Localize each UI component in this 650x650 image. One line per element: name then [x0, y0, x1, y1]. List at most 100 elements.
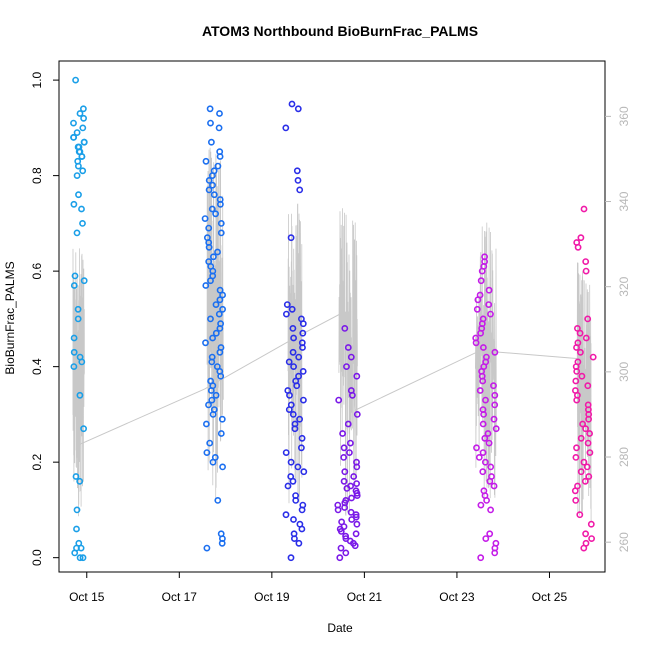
data-point	[477, 554, 485, 562]
data-point	[290, 535, 298, 542]
data-point	[282, 449, 290, 456]
data-point	[73, 172, 81, 179]
data-point	[293, 167, 301, 175]
data-point	[491, 549, 499, 557]
y2-tick-label: 280	[617, 447, 631, 467]
data-point	[207, 138, 215, 146]
data-point	[572, 377, 580, 385]
data-point	[490, 382, 497, 390]
data-point	[205, 401, 212, 409]
data-point	[352, 530, 360, 538]
data-point	[348, 516, 356, 523]
data-point	[580, 205, 588, 213]
co2-line-layer	[72, 147, 592, 522]
data-point	[287, 554, 295, 562]
data-point	[70, 200, 78, 208]
data-point	[584, 382, 592, 390]
data-point	[219, 463, 226, 471]
data-point	[216, 153, 224, 160]
data-point	[290, 334, 297, 342]
data-point	[583, 463, 591, 471]
data-point	[208, 396, 216, 404]
data-point	[582, 267, 590, 275]
data-point	[473, 305, 481, 313]
data-point	[289, 324, 297, 332]
data-point	[472, 339, 480, 347]
data-point	[487, 506, 494, 514]
data-point	[586, 430, 593, 437]
x-tick-label: Oct 19	[254, 590, 290, 604]
data-point	[341, 468, 349, 476]
data-point	[282, 511, 290, 519]
data-point	[299, 396, 307, 404]
data-point	[582, 425, 589, 433]
data-point	[572, 496, 580, 504]
data-point	[574, 324, 581, 332]
data-point	[576, 329, 584, 337]
data-point	[296, 415, 303, 423]
data-point	[75, 191, 82, 199]
data-point	[299, 320, 307, 328]
data-point	[347, 353, 355, 361]
data-point	[482, 535, 490, 542]
data-point	[571, 487, 579, 495]
data-point	[483, 496, 490, 504]
data-point	[585, 473, 593, 480]
data-point	[290, 516, 297, 523]
data-point	[207, 119, 214, 127]
data-point	[353, 480, 360, 487]
data-point	[573, 344, 580, 351]
data-point	[216, 296, 224, 304]
data-point	[344, 344, 352, 351]
data-point	[210, 191, 218, 199]
data-point	[344, 420, 352, 428]
data-point	[578, 372, 586, 380]
data-point	[337, 544, 345, 552]
data-point	[205, 186, 213, 194]
x-tick-label: Oct 25	[532, 590, 568, 604]
data-point	[282, 124, 290, 132]
data-point	[215, 124, 223, 132]
data-point	[71, 272, 79, 280]
data-point	[212, 391, 220, 399]
data-point	[218, 415, 226, 423]
data-point	[295, 353, 303, 361]
data-point	[485, 286, 493, 294]
x-tick-label: Oct 21	[347, 590, 383, 604]
data-point	[291, 425, 299, 433]
data-point	[202, 339, 209, 347]
data-point	[212, 329, 220, 337]
data-point	[584, 315, 592, 323]
y2-tick-label: 300	[617, 362, 631, 382]
data-point	[340, 453, 348, 461]
data-point	[588, 535, 595, 542]
y2-tick-label: 320	[617, 276, 631, 296]
data-point	[78, 358, 86, 366]
data-point	[352, 511, 360, 519]
data-point	[74, 315, 82, 323]
x-tick-label: Oct 23	[439, 590, 475, 604]
data-point	[353, 372, 361, 380]
data-point	[486, 477, 494, 485]
co2-flight-trace	[206, 147, 224, 502]
data-point	[203, 449, 211, 456]
y2-axis: 260 280 300 320 340 360	[605, 106, 631, 552]
data-point	[70, 282, 78, 289]
data-point	[214, 496, 222, 504]
data-point	[73, 129, 81, 136]
data-point	[585, 415, 592, 423]
y-axis: 0.0 0.2 0.4 0.6 0.8 1.0	[30, 71, 59, 566]
data-point	[340, 444, 348, 452]
data-point	[479, 344, 487, 351]
data-point	[580, 544, 588, 552]
data-point	[205, 243, 213, 251]
points-layer	[70, 76, 597, 562]
data-point	[294, 176, 302, 184]
data-point	[212, 210, 219, 218]
data-point	[78, 205, 85, 213]
data-point	[217, 229, 225, 237]
data-point	[350, 473, 358, 480]
data-point	[208, 205, 216, 213]
data-point	[486, 530, 494, 538]
data-point	[473, 444, 480, 452]
